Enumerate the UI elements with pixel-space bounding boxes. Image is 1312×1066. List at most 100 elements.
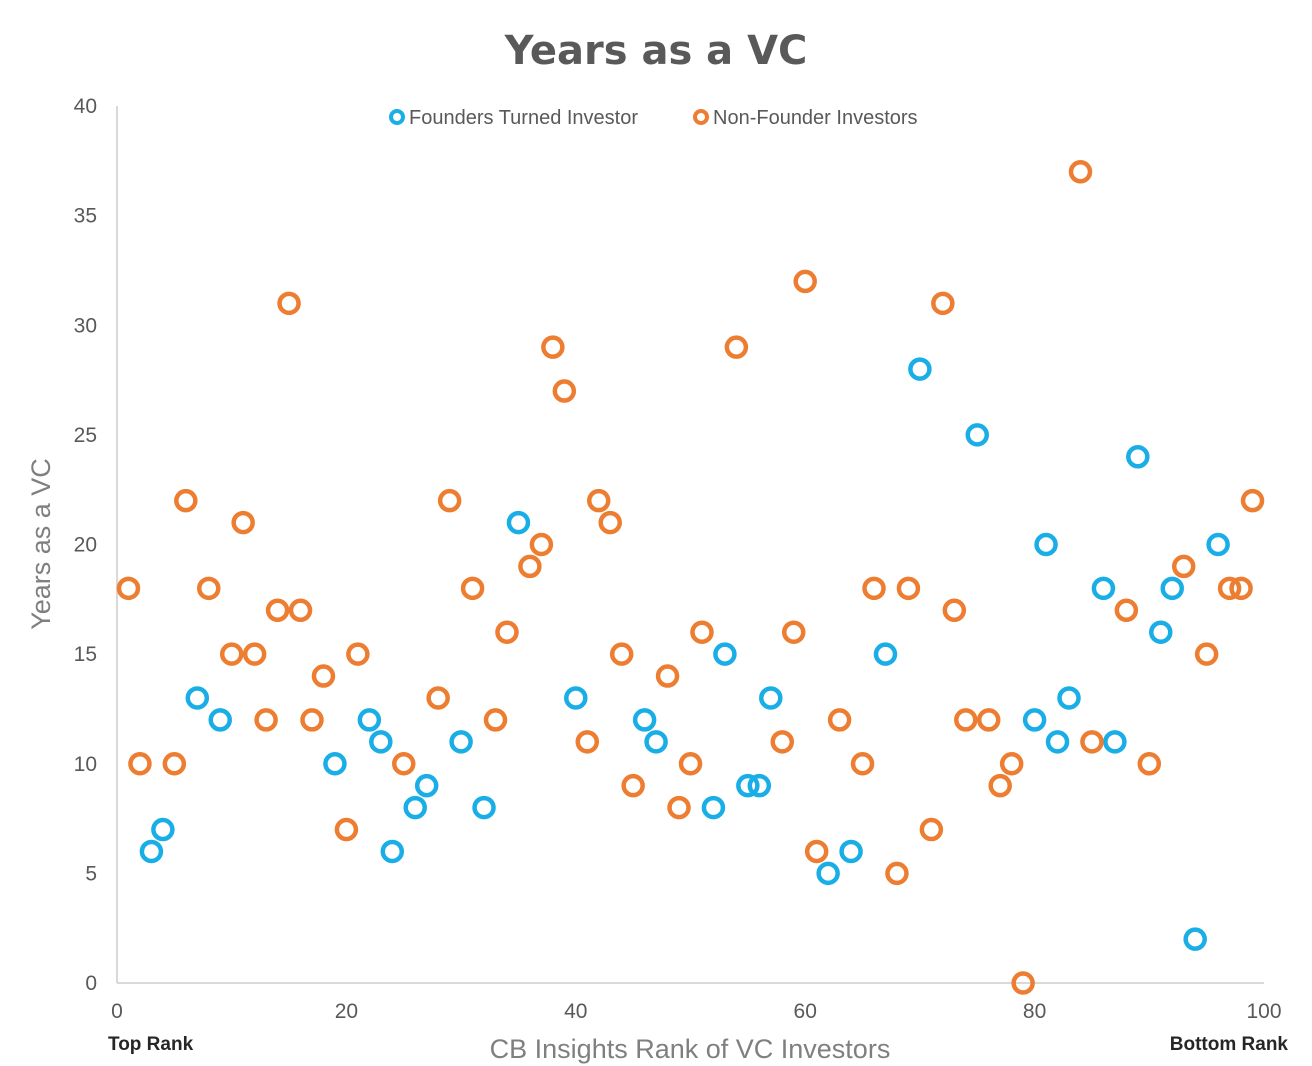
point-founder <box>736 773 760 798</box>
point-founder <box>1183 927 1207 951</box>
x-tick-label: 80 <box>1023 1000 1046 1023</box>
y-tick-label: 40 <box>74 95 97 118</box>
point-non-founder <box>277 291 301 316</box>
point-founder <box>1206 532 1230 557</box>
point-non-founder <box>426 686 450 710</box>
point-founder <box>1149 620 1173 644</box>
point-non-founder <box>311 664 336 688</box>
point-non-founder <box>781 620 806 644</box>
point-founder <box>151 817 175 842</box>
point-non-founder <box>518 554 542 579</box>
bottom-rank-label: Bottom Rank <box>1170 1034 1289 1055</box>
point-non-founder <box>346 642 370 666</box>
point-non-founder <box>999 752 1024 776</box>
x-tick-label: 100 <box>1246 1000 1281 1023</box>
point-non-founder <box>988 773 1012 798</box>
point-non-founder <box>174 488 198 513</box>
point-founder <box>357 708 382 732</box>
point-non-founder <box>197 576 221 601</box>
point-non-founder <box>1114 598 1139 623</box>
legend-marker-founders <box>389 109 405 125</box>
legend: Founders Turned Investor Non-Founder Inv… <box>389 107 918 129</box>
point-non-founder <box>552 379 577 403</box>
point-founder <box>506 510 531 535</box>
point-non-founder <box>495 620 519 644</box>
point-non-founder <box>483 708 508 732</box>
point-non-founder <box>460 576 485 601</box>
point-founder <box>632 708 657 732</box>
y-tick-label: 10 <box>74 753 97 776</box>
point-founder <box>873 642 898 666</box>
legend-marker-non-founders <box>693 109 709 125</box>
point-non-founder <box>678 752 703 776</box>
point-non-founder <box>850 752 875 776</box>
point-non-founder <box>598 510 622 535</box>
point-non-founder <box>265 598 290 623</box>
point-non-founder <box>667 795 691 820</box>
point-founder <box>747 773 772 798</box>
point-non-founder <box>288 598 313 623</box>
point-founder <box>713 642 737 666</box>
point-non-founder <box>1217 576 1242 601</box>
legend-label-founders: Founders Turned Investor <box>409 107 638 129</box>
point-non-founder <box>976 708 1001 732</box>
point-non-founder <box>116 576 141 601</box>
y-tick-label: 30 <box>74 314 97 337</box>
point-non-founder <box>793 269 817 294</box>
point-non-founder <box>1137 752 1162 776</box>
point-non-founder <box>896 576 921 601</box>
point-founder <box>839 839 863 864</box>
y-axis-label: Years as a VC <box>26 458 56 630</box>
point-founder <box>701 795 726 820</box>
y-tick-label: 20 <box>74 534 97 557</box>
y-axis-ticks: 0 5 10 15 20 25 30 35 40 <box>74 95 97 995</box>
point-non-founder <box>392 752 416 776</box>
point-founder <box>323 752 347 776</box>
point-non-founder <box>300 708 324 732</box>
x-tick-label: 60 <box>794 1000 817 1023</box>
chart-title: Years as a VC <box>504 28 808 74</box>
point-non-founder <box>162 752 187 776</box>
y-tick-label: 35 <box>74 205 97 228</box>
point-founder <box>185 686 210 710</box>
point-non-founder <box>885 861 909 886</box>
point-non-founder <box>1229 576 1253 601</box>
point-founder <box>472 795 496 820</box>
point-non-founder <box>575 730 600 754</box>
point-non-founder <box>437 488 462 513</box>
point-founder <box>139 839 164 864</box>
y-tick-label: 0 <box>85 972 97 995</box>
point-non-founder <box>541 335 565 359</box>
point-founder <box>965 423 989 447</box>
point-founder <box>208 708 232 732</box>
point-non-founder <box>128 752 152 776</box>
point-non-founder <box>586 488 611 513</box>
y-tick-label: 5 <box>85 862 97 885</box>
point-non-founder <box>242 642 267 666</box>
point-founder <box>1091 576 1116 601</box>
point-non-founder <box>942 598 967 623</box>
point-non-founder <box>1080 730 1104 754</box>
point-non-founder <box>1068 160 1093 184</box>
point-non-founder <box>954 708 978 732</box>
point-founder <box>1126 445 1150 469</box>
point-non-founder <box>931 291 955 316</box>
data-points <box>116 160 1265 995</box>
point-non-founder <box>609 642 634 666</box>
point-non-founder <box>529 532 554 557</box>
point-non-founder <box>804 839 829 864</box>
series-founders <box>139 357 1230 951</box>
point-non-founder <box>1011 971 1035 995</box>
point-founder <box>644 730 668 754</box>
point-founder <box>908 357 932 381</box>
point-non-founder <box>1240 488 1265 513</box>
point-non-founder <box>254 708 278 732</box>
point-non-founder <box>770 730 795 754</box>
point-founder <box>369 730 393 754</box>
point-non-founder <box>334 817 359 842</box>
point-non-founder <box>1171 554 1196 579</box>
x-tick-label: 20 <box>335 1000 358 1023</box>
point-founder <box>380 839 405 864</box>
point-founder <box>1045 730 1070 754</box>
